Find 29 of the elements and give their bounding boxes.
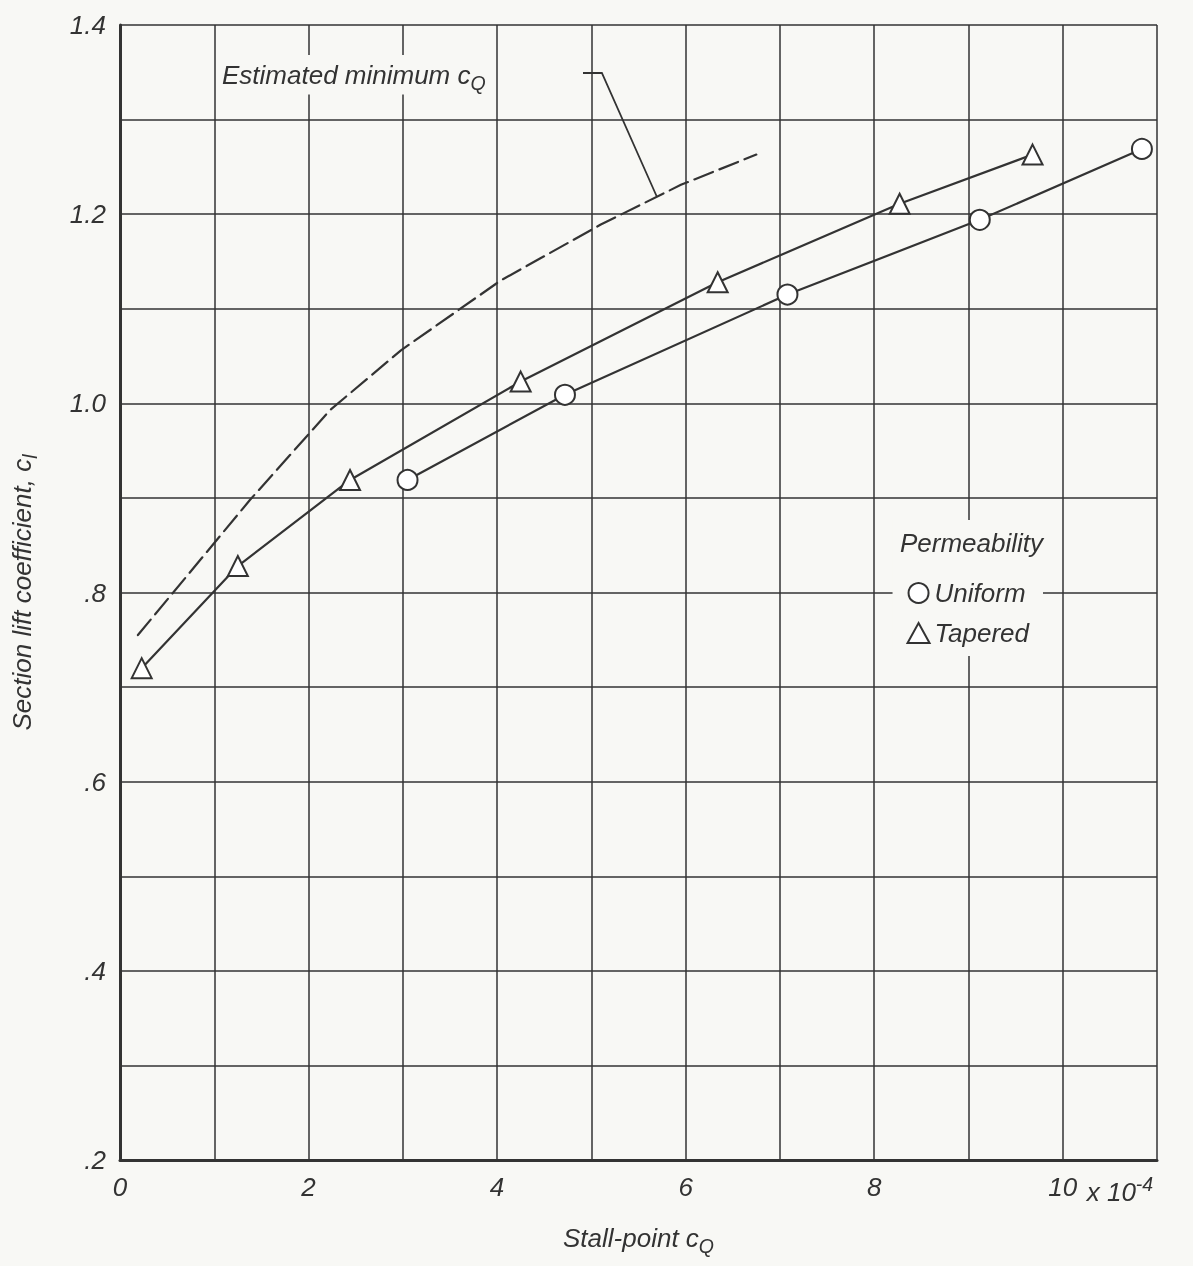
point [776, 283, 799, 306]
point [226, 555, 249, 578]
point [888, 192, 911, 215]
legend-label: Uniform [934, 578, 1026, 608]
x-tick-label: 10 [1048, 1172, 1078, 1202]
point [968, 208, 991, 231]
point [1021, 143, 1044, 166]
y-tick-label: .4 [84, 955, 106, 986]
legend-label: Tapered [934, 618, 1031, 648]
x-tick-label: 8 [866, 1172, 882, 1202]
x-tick-label: 4 [489, 1172, 505, 1202]
y-tick-label: 1.4 [69, 10, 106, 40]
y-tick-label: .8 [84, 577, 107, 608]
x-tick-label: 0 [112, 1172, 128, 1202]
y-tick-label: .6 [84, 766, 107, 797]
point [130, 657, 153, 680]
y-tick-label: .2 [84, 1145, 107, 1175]
point [509, 370, 532, 393]
point [339, 468, 362, 491]
y-tick-label: 1.0 [69, 388, 107, 419]
point [553, 383, 576, 406]
x-tick-label: 2 [300, 1172, 317, 1202]
x-tick-label: 6 [678, 1172, 694, 1202]
point [396, 468, 419, 491]
point [1130, 137, 1153, 160]
y-axis-title: Section lift coefficient, cl [7, 453, 41, 731]
y-tick-label: 1.2 [69, 199, 107, 230]
legend-title: Permeability [899, 528, 1045, 558]
point [706, 271, 729, 294]
